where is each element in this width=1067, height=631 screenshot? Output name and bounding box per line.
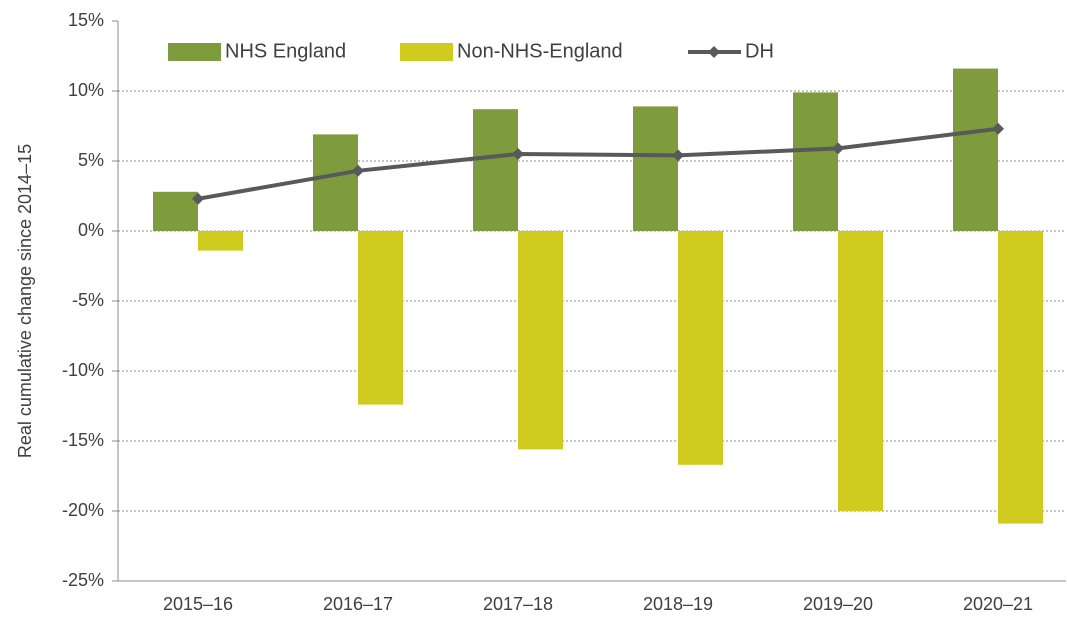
line-marker <box>352 164 364 177</box>
line-marker <box>832 142 844 155</box>
line-marker <box>672 149 684 162</box>
y-axis-label: Real cumulative change since 2014–15 <box>15 144 35 458</box>
bar <box>153 191 198 231</box>
x-tick-label: 2015–16 <box>163 594 233 614</box>
x-tick-label: 2020–21 <box>963 594 1033 614</box>
bar <box>473 109 518 231</box>
legend-label: Non-NHS-England <box>457 40 623 62</box>
line-marker <box>512 148 524 160</box>
y-tick-label: 5% <box>78 150 104 170</box>
bar <box>313 134 358 231</box>
legend-label: DH <box>745 40 774 62</box>
y-tick-label: -20% <box>62 500 104 520</box>
line-marker <box>192 192 204 205</box>
x-tick-label: 2018–19 <box>643 594 713 614</box>
bar <box>198 231 243 251</box>
x-tick-label: 2016–17 <box>323 594 393 614</box>
legend-label: NHS England <box>225 40 346 62</box>
y-tick-label: -5% <box>72 290 104 310</box>
bar <box>838 231 883 511</box>
line-marker <box>992 122 1004 135</box>
legend-swatch <box>168 43 221 61</box>
y-tick-label: 15% <box>68 10 104 30</box>
bar <box>953 68 998 231</box>
legend-swatch <box>708 46 720 58</box>
bar <box>678 231 723 465</box>
y-tick-label: -15% <box>62 430 104 450</box>
y-tick-label: 0% <box>78 220 104 240</box>
y-tick-label: 10% <box>68 80 104 100</box>
legend-swatch <box>400 43 453 61</box>
y-tick-label: -25% <box>62 570 104 590</box>
bar <box>518 231 563 450</box>
bar <box>633 106 678 231</box>
bar <box>793 92 838 232</box>
bar <box>358 231 403 405</box>
x-tick-label: 2017–18 <box>483 594 553 614</box>
x-tick-label: 2019–20 <box>803 594 873 614</box>
line <box>197 126 999 201</box>
bar <box>998 231 1043 524</box>
y-tick-label: -10% <box>62 360 104 380</box>
